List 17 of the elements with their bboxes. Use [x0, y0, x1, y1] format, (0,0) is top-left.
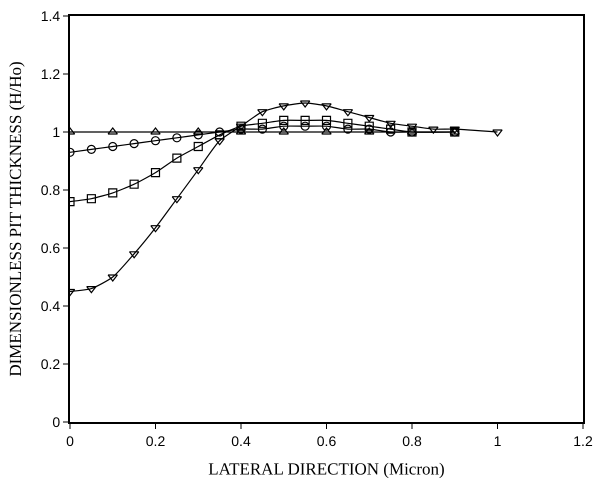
y-tick-label: 1.2 [40, 66, 60, 82]
y-tick-label: 1.4 [40, 8, 60, 24]
y-tick-label: 0.8 [40, 182, 60, 198]
x-tick-label: 0 [66, 432, 74, 449]
y-tick-label: 0.2 [40, 356, 60, 372]
x-tick-label: 0.6 [316, 432, 336, 449]
x-tick-label: 0.2 [146, 432, 166, 449]
x-tick-label: 0.8 [402, 432, 422, 449]
x-tick-label: 1 [494, 432, 502, 449]
y-axis-title: DIMENSIONLESS PIT THICKNESS (H/Ho) [6, 61, 25, 377]
y-tick-label: 0 [52, 414, 60, 430]
x-tick-label: 0.4 [231, 432, 251, 449]
x-axis-title: LATERAL DIRECTION (Micron) [208, 460, 445, 479]
y-tick-label: 0.6 [40, 240, 60, 256]
x-tick-label: 1.2 [573, 432, 593, 449]
y-tick-label: 0.4 [40, 298, 60, 314]
y-tick-label: 1 [52, 124, 60, 140]
